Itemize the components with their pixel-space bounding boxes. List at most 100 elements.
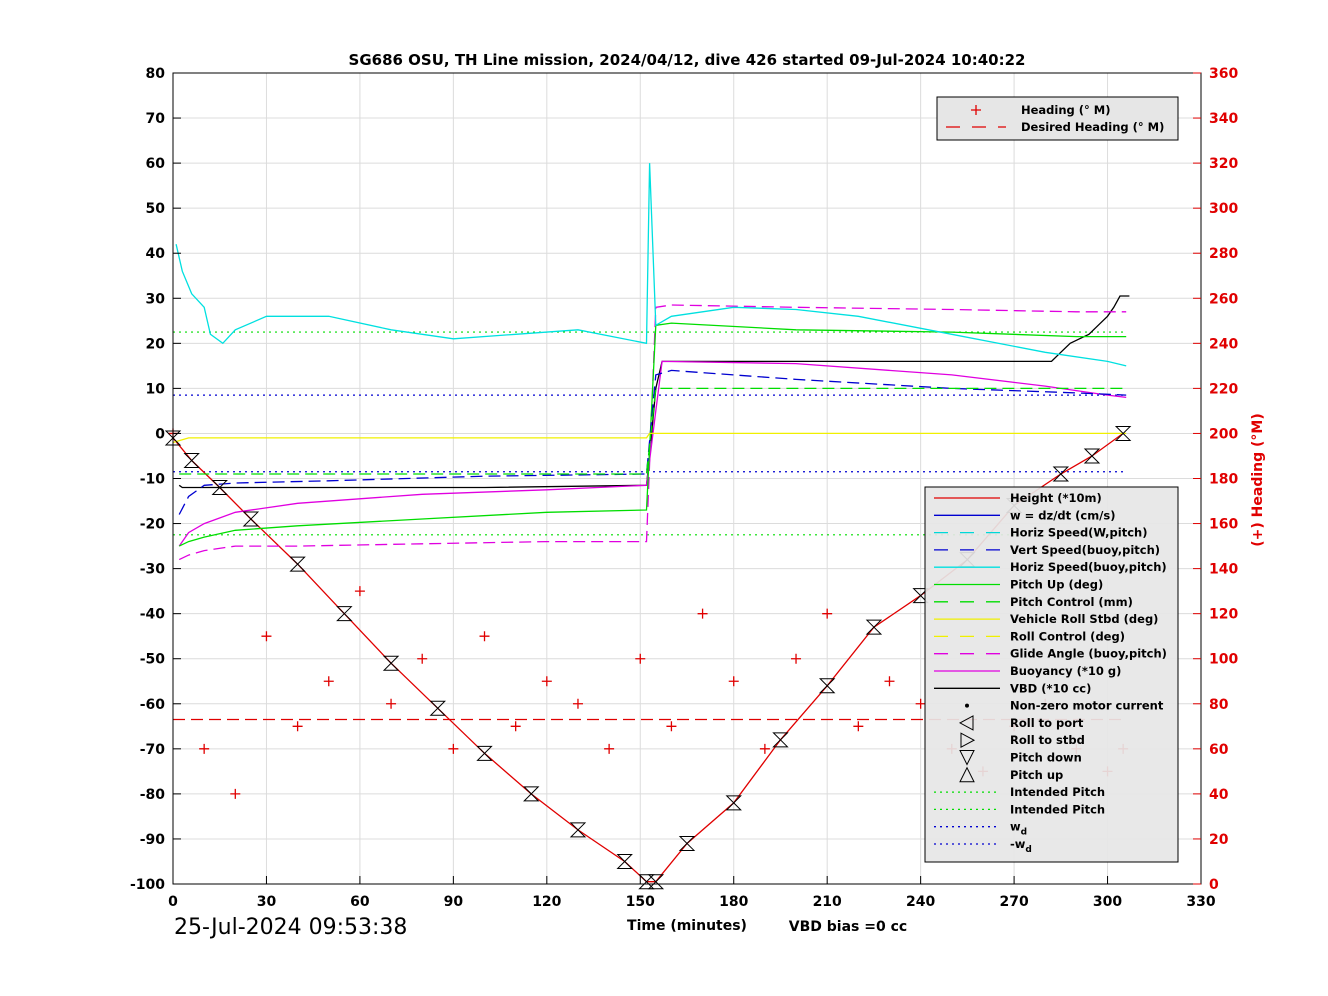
heading-point [323,676,334,687]
heading-point [199,743,210,754]
heading-point [510,721,521,732]
legend-label-text: Height (*10m) [1010,491,1102,505]
y2-tick-label: 40 [1209,787,1229,803]
y-tick-label: -90 [140,832,166,848]
legend-swatch [971,105,981,115]
y-tick-label: 0 [155,426,165,442]
legend-label: Pitch down [1010,751,1082,765]
series-line [175,163,1127,367]
x-tick-label: 150 [626,894,655,910]
legend-label-text: Glide Angle (buoy,pitch) [1010,647,1167,661]
y-tick-label: 10 [146,381,166,397]
x-axis-label: Time (minutes) [627,918,747,934]
x-tick-label: 210 [813,894,842,910]
y-tick-label: -10 [140,472,166,488]
legend-label: Horiz Speed(W,pitch) [1010,526,1147,540]
legend-label: VBD (*10 cc) [1010,681,1091,695]
legend-label: Desired Heading (° M) [1021,120,1164,134]
y2-tick-label: 240 [1209,336,1238,352]
legend-swatch [965,703,969,708]
legend-label-text: Vert Speed(buoy,pitch) [1010,543,1160,557]
y-tick-label: 50 [146,201,166,217]
pitch-marker [1114,425,1132,441]
pitch-marker [865,619,883,635]
pitch-marker [211,480,228,496]
legend-label: Pitch Control (mm) [1010,595,1133,609]
legend-label: Pitch Up (deg) [1010,578,1103,592]
heading-point [541,676,552,687]
heading-point [479,631,490,642]
legend-label: Intended Pitch [1010,802,1105,816]
legend-label: Height (*10m) [1010,491,1102,505]
x-axis-ticks: 0 30 60 90 120 150 180 210 240 270 300 330 [168,876,1216,910]
y-tick-label: -60 [140,697,166,713]
x-tick-label: 0 [168,894,178,910]
y2-tick-label: 180 [1209,472,1238,488]
y-tick-label: -50 [140,652,166,668]
legend-label: Horiz Speed(buoy,pitch) [1010,560,1167,574]
y-tick-label: 60 [146,156,166,172]
legend-label-text: w = dz/dt (cm/s) [1010,508,1115,522]
series-line [178,369,1127,515]
heading-point [915,698,926,709]
pitch-marker [183,452,200,468]
pitch-marker [725,795,742,811]
heading-point [759,743,770,754]
y-tick-label: 30 [146,291,166,307]
heading-point [292,721,303,732]
heading-point [822,608,833,619]
legend-label: Non-zero motor current [1010,699,1164,713]
legend-label: Heading (° M) [1021,103,1111,117]
y-tick-label: 80 [146,66,166,82]
legend-label-text: Pitch up [1010,768,1063,782]
vbd-bias-label: VBD bias =0 cc [789,919,907,935]
x-tick-label: 300 [1093,894,1122,910]
legend-label: Glide Angle (buoy,pitch) [1010,647,1167,661]
legend-label-text: Vehicle Roll Stbd (deg) [1010,612,1158,626]
legend-label-text: Buoyancy (*10 g) [1010,664,1121,678]
legend-swatch [959,750,975,766]
series-line [178,360,1127,547]
heading-point [666,721,677,732]
y2-axis-label: (+) Heading (°M) [1250,413,1266,546]
y-tick-label: 20 [146,336,166,352]
y2-tick-label: 80 [1209,697,1229,713]
series-line [178,295,1130,489]
legend-label: Intended Pitch [1010,785,1105,799]
pitch-marker [476,745,493,761]
pitch-marker [772,732,789,748]
y2-tick-label: 220 [1209,381,1238,397]
x-tick-label: 60 [350,894,370,910]
chart-title: SG686 OSU, TH Line mission, 2024/04/12, … [349,51,1026,69]
pitch-marker [523,786,540,802]
y-tick-label: -30 [140,562,166,578]
heading-point [728,676,739,687]
y-tick-label: -20 [140,517,166,533]
legend-top-box [936,96,1179,141]
legend-label-subscript: d [1021,828,1027,838]
y-tick-label: -100 [130,877,165,893]
pitch-marker [912,588,929,604]
legend-label-text: Horiz Speed(W,pitch) [1010,526,1147,540]
heading-point [635,653,646,664]
legend-swatch [959,766,975,783]
series-line [179,387,1127,475]
legend-label-text: Intended Pitch [1010,802,1105,816]
heading-point [853,721,864,732]
pitch-marker [569,822,587,838]
y2-tick-label: 160 [1209,517,1238,533]
legend-label: Roll to port [1010,716,1084,730]
legend-label-text: Roll to port [1010,716,1084,730]
legend-top: Heading (° M) Desired Heading (° M) [936,96,1179,141]
y-tick-label: -70 [140,742,166,758]
heading-point [697,608,708,619]
y2-tick-label: 360 [1209,66,1238,82]
x-tick-label: 120 [532,894,561,910]
y-tick-label: 70 [146,111,166,127]
pitch-marker [818,678,836,694]
heading-point [261,631,272,642]
legend-label: -wd [1010,837,1032,855]
legend-label: Buoyancy (*10 g) [1010,664,1121,678]
y2-tick-label: 100 [1209,652,1238,668]
x-tick-label: 270 [999,894,1028,910]
